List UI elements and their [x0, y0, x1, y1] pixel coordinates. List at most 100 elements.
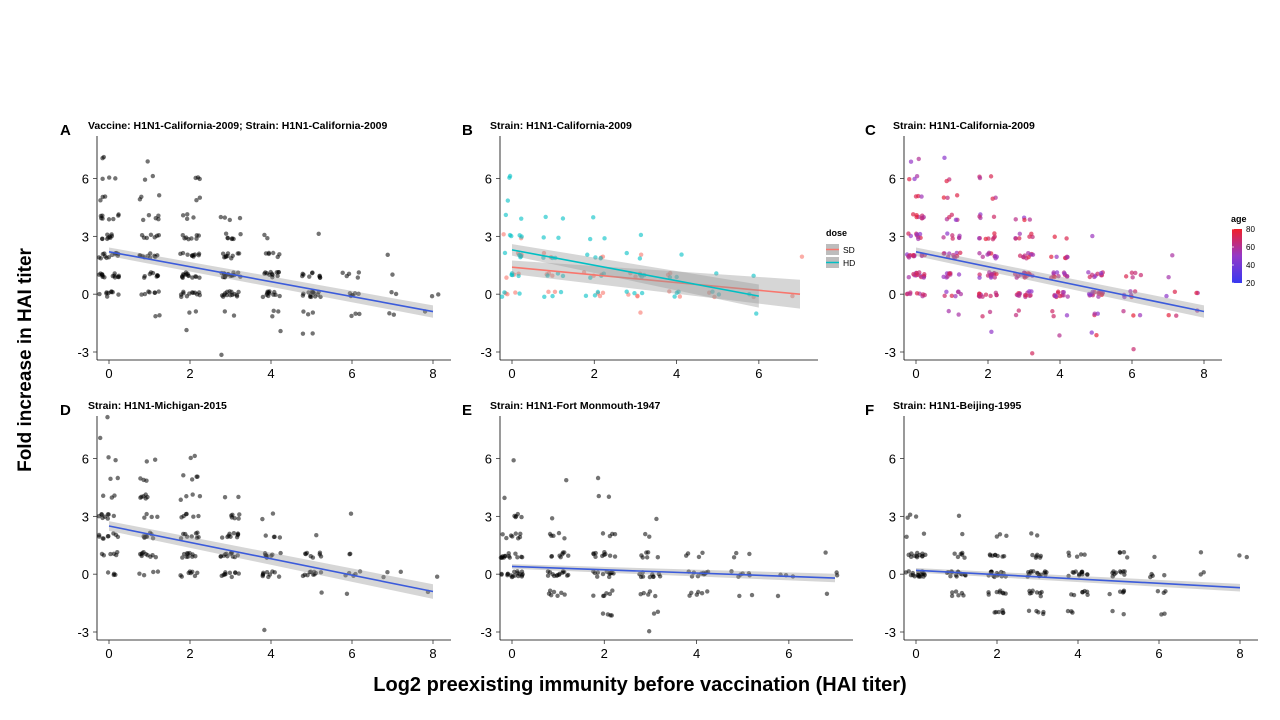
data-point [564, 477, 569, 483]
data-point [910, 212, 916, 217]
data-point [263, 552, 268, 557]
data-point [990, 196, 995, 201]
data-point-hd [503, 212, 509, 218]
data-point [987, 309, 993, 315]
data-point [1162, 611, 1167, 616]
data-point [1004, 533, 1009, 539]
data-point [183, 512, 189, 517]
data-point [947, 251, 952, 256]
data-point [148, 232, 154, 238]
data-point [734, 550, 739, 556]
data-point [1035, 571, 1041, 576]
data-point [499, 571, 504, 577]
data-point [977, 175, 983, 181]
data-point [197, 195, 203, 200]
data-point [1053, 294, 1059, 299]
data-point [956, 312, 961, 317]
data-point-hd [674, 274, 679, 280]
data-point [260, 516, 265, 522]
data-point [180, 232, 186, 238]
data-point [1043, 572, 1048, 577]
data-point-hd [550, 293, 555, 299]
data-point [356, 291, 361, 297]
data-point [653, 593, 658, 599]
data-point-hd [558, 289, 564, 295]
data-point [1071, 570, 1076, 575]
data-point [595, 475, 601, 481]
data-point [607, 553, 613, 558]
panel-title: Strain: H1N1-Fort Monmouth-1947 [490, 400, 661, 412]
data-point [953, 589, 959, 594]
data-point [391, 312, 397, 317]
data-point-sd [677, 294, 683, 299]
data-point [225, 235, 230, 241]
x-tick-label: 8 [429, 646, 436, 661]
data-point [991, 214, 997, 220]
data-point-hd [710, 289, 715, 294]
data-point-hd [593, 255, 598, 260]
data-point [549, 516, 555, 521]
data-point-hd [624, 250, 629, 256]
data-point [265, 235, 270, 241]
data-point [1029, 531, 1034, 536]
data-point [137, 571, 142, 576]
data-point [1198, 572, 1203, 577]
data-point [140, 550, 145, 556]
data-point [992, 234, 997, 239]
data-point [996, 609, 1002, 615]
data-point [909, 551, 914, 556]
data-point [566, 553, 571, 558]
data-point [105, 516, 111, 521]
data-point [612, 532, 618, 537]
regression-line [511, 249, 760, 297]
data-point [100, 213, 105, 218]
data-point [180, 250, 186, 256]
data-point [1082, 552, 1087, 557]
data-point [156, 217, 161, 222]
data-point [190, 552, 195, 557]
data-point [301, 309, 306, 314]
data-point [920, 215, 925, 221]
data-point [181, 473, 186, 478]
data-point [155, 514, 160, 520]
data-point [1113, 570, 1119, 575]
data-point [1110, 608, 1115, 614]
panel-letter: C [865, 122, 876, 139]
data-point-hd [509, 271, 515, 276]
data-point [301, 291, 306, 296]
data-point [310, 310, 316, 315]
x-tick-label: 4 [1074, 646, 1081, 661]
data-point [356, 270, 362, 275]
data-point [695, 574, 701, 579]
data-point [913, 514, 919, 519]
data-point [300, 331, 306, 336]
regression-line [511, 266, 801, 295]
data-point [192, 453, 197, 459]
data-point [907, 176, 912, 182]
data-point [218, 214, 224, 220]
data-point [954, 193, 960, 198]
data-point [316, 231, 321, 236]
data-point [1086, 270, 1091, 275]
data-point [595, 574, 600, 579]
data-point [545, 573, 551, 578]
data-point [385, 570, 390, 575]
data-point [99, 272, 105, 277]
data-point [1016, 291, 1022, 297]
data-point [908, 159, 914, 164]
data-point [139, 194, 144, 199]
data-point [914, 291, 920, 296]
data-point [355, 275, 361, 280]
data-point-sd [667, 289, 672, 294]
data-point [1028, 570, 1033, 576]
data-point [904, 534, 909, 539]
data-point [593, 550, 598, 556]
y-tick-label: 6 [82, 172, 89, 187]
data-point [271, 534, 277, 540]
data-point-hd [674, 290, 680, 296]
confidence-band [512, 244, 759, 308]
data-point [593, 554, 598, 560]
y-tick-label: 0 [889, 567, 896, 582]
data-point [278, 550, 283, 556]
data-point [500, 554, 505, 559]
